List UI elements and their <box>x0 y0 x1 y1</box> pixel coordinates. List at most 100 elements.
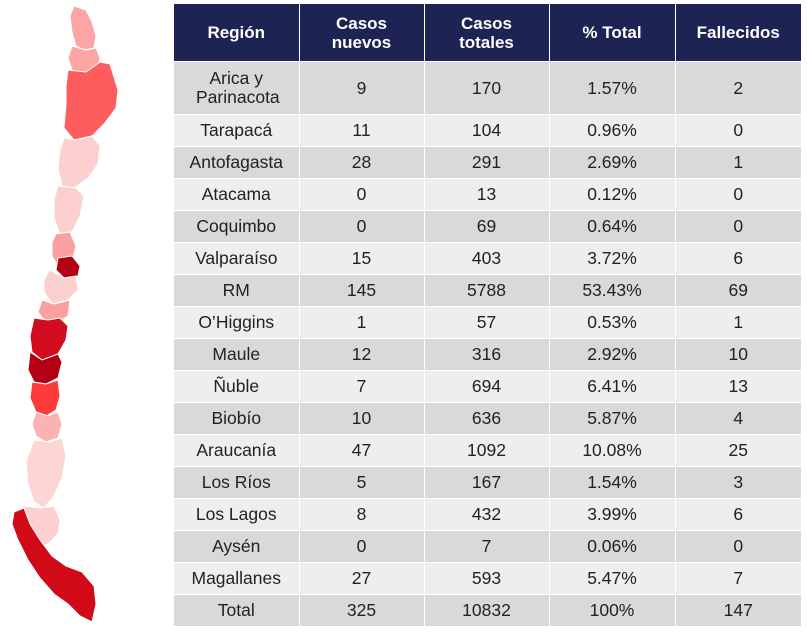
percent-cell: 5.47% <box>549 562 676 595</box>
map-region-maule <box>37 299 71 323</box>
total-cases-cell: 636 <box>424 402 550 435</box>
region-cell: RM <box>174 274 300 307</box>
region-cell: Ñuble <box>174 370 300 403</box>
column-header: Fallecidos <box>675 4 801 62</box>
deaths-cell: 25 <box>675 434 801 467</box>
total-cases-cell: 291 <box>424 146 550 179</box>
region-cell: Aysén <box>174 530 300 563</box>
deaths-cell: 147 <box>675 594 801 626</box>
deaths-cell: 69 <box>675 274 801 307</box>
table-row: Los Ríos 5 167 1.54% 3 <box>174 466 801 499</box>
percent-cell: 0.64% <box>549 210 676 243</box>
total-cases-cell: 432 <box>424 498 550 531</box>
table-row: Maule 12 316 2.92% 10 <box>174 338 801 371</box>
region-cell: Los Ríos <box>174 466 300 499</box>
new-cases-cell: 0 <box>299 178 425 211</box>
percent-cell: 0.12% <box>549 178 676 211</box>
total-cases-cell: 69 <box>424 210 550 243</box>
percent-cell: 5.87% <box>549 402 676 435</box>
deaths-cell: 4 <box>675 402 801 435</box>
new-cases-cell: 0 <box>299 530 425 563</box>
new-cases-cell: 145 <box>299 274 425 307</box>
map-region-arica-y-parinacota <box>69 5 97 51</box>
table-total-row: Total 325 10832 100% 147 <box>174 594 801 626</box>
map-region-atacama <box>57 135 101 189</box>
total-cases-cell: 593 <box>424 562 550 595</box>
chile-region-map <box>11 5 119 623</box>
table-row: Valparaíso 15 403 3.72% 6 <box>174 242 801 275</box>
table-row: Ñuble 7 694 6.41% 13 <box>174 370 801 403</box>
region-cell: Araucanía <box>174 434 300 467</box>
table-row: Araucanía 47 1092 10.08% 25 <box>174 434 801 467</box>
percent-cell: 2.92% <box>549 338 676 371</box>
percent-cell: 1.57% <box>549 61 676 115</box>
map-region-araucania <box>29 379 61 417</box>
deaths-cell: 1 <box>675 146 801 179</box>
region-cell: Tarapacá <box>174 114 300 147</box>
percent-cell: 3.72% <box>549 242 676 275</box>
deaths-cell: 0 <box>675 114 801 147</box>
map-region-nuble <box>29 317 69 361</box>
deaths-cell: 1 <box>675 306 801 339</box>
percent-cell: 3.99% <box>549 498 676 531</box>
region-cell: Arica y Parinacota <box>174 61 300 115</box>
deaths-cell: 0 <box>675 530 801 563</box>
percent-cell: 6.41% <box>549 370 676 403</box>
table-row: Biobío 10 636 5.87% 4 <box>174 402 801 435</box>
table-row: Magallanes 27 593 5.47% 7 <box>174 562 801 595</box>
table-row: Los Lagos 8 432 3.99% 6 <box>174 498 801 531</box>
total-cases-cell: 10832 <box>424 594 550 626</box>
map-region-antofagasta <box>63 61 119 141</box>
new-cases-cell: 12 <box>299 338 425 371</box>
total-cases-cell: 1092 <box>424 434 550 467</box>
map-region-los-rios <box>31 411 63 443</box>
deaths-cell: 6 <box>675 498 801 531</box>
percent-cell: 2.69% <box>549 146 676 179</box>
percent-cell: 0.06% <box>549 530 676 563</box>
total-cases-cell: 7 <box>424 530 550 563</box>
region-cell: Atacama <box>174 178 300 211</box>
deaths-cell: 13 <box>675 370 801 403</box>
total-cases-cell: 5788 <box>424 274 550 307</box>
total-cases-cell: 13 <box>424 178 550 211</box>
new-cases-cell: 10 <box>299 402 425 435</box>
map-region-rm <box>55 255 81 279</box>
table-row: Antofagasta 28 291 2.69% 1 <box>174 146 801 179</box>
column-header-label: Casos totales <box>459 13 514 52</box>
region-cell: Biobío <box>174 402 300 435</box>
region-shapes <box>11 5 119 623</box>
region-cell: Los Lagos <box>174 498 300 531</box>
new-cases-cell: 7 <box>299 370 425 403</box>
deaths-cell: 3 <box>675 466 801 499</box>
deaths-cell: 6 <box>675 242 801 275</box>
deaths-cell: 7 <box>675 562 801 595</box>
new-cases-cell: 1 <box>299 306 425 339</box>
percent-cell: 0.96% <box>549 114 676 147</box>
new-cases-cell: 15 <box>299 242 425 275</box>
map-region-magallanes <box>11 507 97 623</box>
column-header: % Total <box>549 4 676 62</box>
new-cases-cell: 8 <box>299 498 425 531</box>
table-row: Coquimbo 0 69 0.64% 0 <box>174 210 801 243</box>
new-cases-cell: 27 <box>299 562 425 595</box>
table-row: Tarapacá 11 104 0.96% 0 <box>174 114 801 147</box>
deaths-cell: 2 <box>675 61 801 115</box>
new-cases-cell: 325 <box>299 594 425 626</box>
table-header-row: Región Casos nuevos Casos totales % Tota… <box>174 4 801 62</box>
region-cell: Antofagasta <box>174 146 300 179</box>
percent-cell: 10.08% <box>549 434 676 467</box>
percent-cell: 53.43% <box>549 274 676 307</box>
region-cell: Coquimbo <box>174 210 300 243</box>
new-cases-cell: 9 <box>299 61 425 115</box>
total-cases-cell: 167 <box>424 466 550 499</box>
new-cases-cell: 11 <box>299 114 425 147</box>
column-header-label: Casos nuevos <box>331 13 392 52</box>
deaths-cell: 0 <box>675 210 801 243</box>
map-region-los-lagos <box>25 437 67 509</box>
map-region-biobio <box>27 351 63 385</box>
region-cell: Magallanes <box>174 562 300 595</box>
new-cases-cell: 28 <box>299 146 425 179</box>
percent-cell: 0.53% <box>549 306 676 339</box>
covid-cases-table: Región Casos nuevos Casos totales % Tota… <box>174 4 801 626</box>
total-cases-cell: 104 <box>424 114 550 147</box>
